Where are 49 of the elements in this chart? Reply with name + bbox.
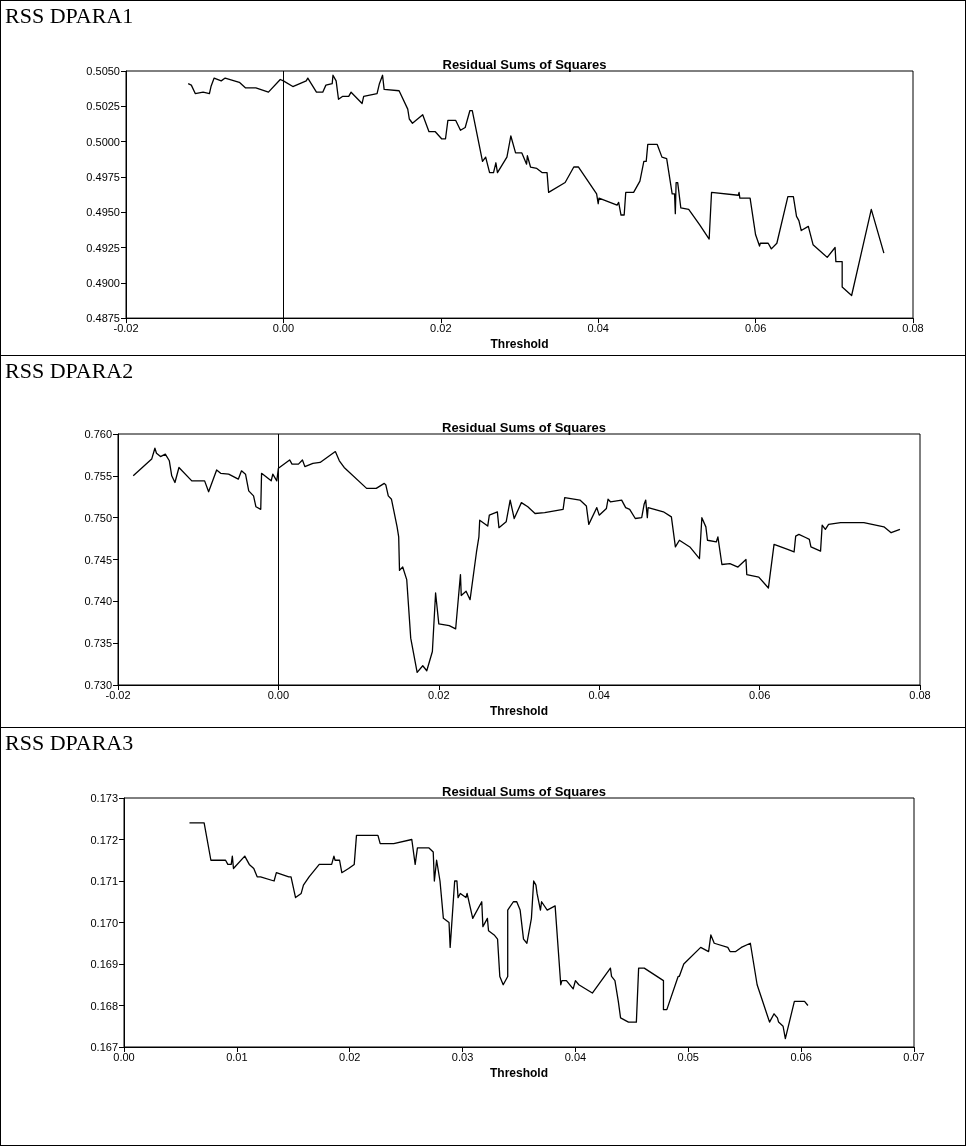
x-tick-label: 0.00 (272, 321, 295, 334)
chart-subtitle: Residual Sums of Squares (442, 784, 606, 799)
x-tick-label: 0.08 (902, 321, 924, 334)
y-tick-label: 0.750 (84, 511, 112, 524)
x-tick-label: 0.06 (748, 688, 771, 701)
y-tick-label: 0.169 (90, 958, 118, 970)
x-tick-label: 0.06 (744, 321, 767, 334)
chart-title: RSS DPARA1 (5, 3, 134, 29)
chart-title: RSS DPARA3 (5, 730, 134, 756)
y-tick-label: 0.5000 (86, 135, 120, 148)
y-tick-label: 0.168 (90, 999, 118, 1012)
x-axis-title: Threshold (489, 703, 549, 718)
x-tick-label: 0.02 (430, 321, 452, 334)
y-tick-label: 0.755 (84, 469, 112, 482)
x-tick-label: 0.01 (226, 1050, 248, 1063)
x-tick-label: 0.07 (903, 1050, 925, 1063)
x-tick-label: 0.05 (677, 1050, 699, 1063)
y-tick-label: 0.4975 (86, 170, 120, 183)
y-tick-label: 0.172 (90, 833, 118, 846)
x-tick-label: 0.04 (588, 688, 610, 701)
x-tick-label: 0.00 (267, 688, 290, 701)
x-tick-label: -0.02 (105, 688, 131, 701)
y-tick-label: 0.5025 (86, 100, 120, 113)
x-tick-label: 0.03 (451, 1050, 474, 1063)
chart-subtitle: Residual Sums of Squares (442, 420, 606, 435)
y-tick-label: 0.173 (90, 792, 118, 804)
y-tick-label: 0.5050 (86, 65, 120, 77)
x-tick-label: 0.06 (790, 1050, 812, 1063)
chart-subtitle: Residual Sums of Squares (442, 57, 607, 72)
y-tick-label: 0.4925 (86, 241, 120, 254)
y-tick-label: 0.745 (84, 553, 112, 566)
y-tick-label: 0.167 (90, 1041, 118, 1053)
y-tick-label: 0.4950 (86, 206, 120, 219)
x-axis-title: Threshold (489, 1065, 549, 1080)
x-tick-label: 0.02 (339, 1050, 361, 1063)
x-axis-title: Threshold (490, 337, 549, 351)
y-tick-label: 0.170 (90, 916, 118, 929)
x-tick-label: 0.04 (564, 1050, 587, 1063)
y-tick-label: 0.760 (84, 428, 112, 440)
y-tick-label: 0.171 (90, 875, 118, 887)
y-tick-label: 0.735 (84, 637, 112, 650)
y-tick-label: 0.730 (84, 679, 112, 691)
y-tick-label: 0.4900 (86, 276, 120, 289)
y-tick-label: 0.740 (84, 595, 112, 608)
x-tick-label: 0.00 (113, 1050, 135, 1063)
x-tick-label: 0.02 (428, 688, 450, 701)
x-tick-label: 0.04 (587, 321, 609, 334)
chart-title: RSS DPARA2 (5, 358, 134, 384)
x-tick-label: 0.08 (909, 688, 931, 701)
